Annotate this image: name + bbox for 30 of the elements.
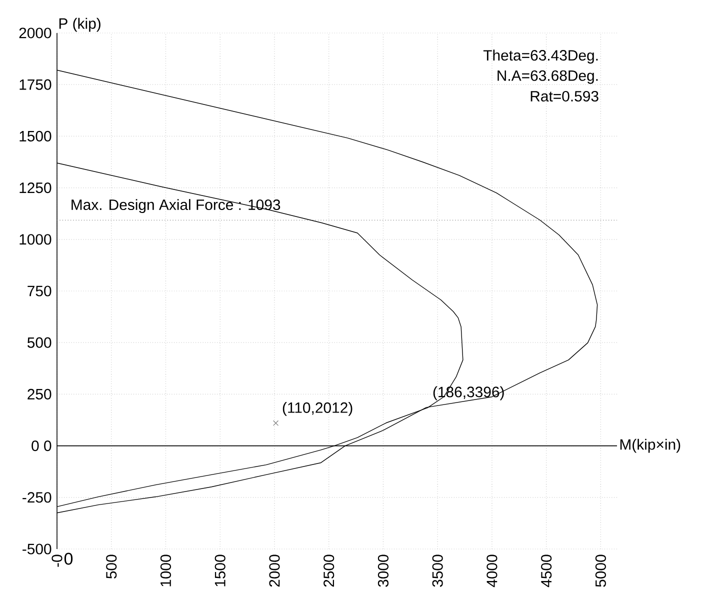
x-tick-label: 5000 (595, 554, 606, 587)
x-tick-label: 2000 (269, 554, 280, 587)
text: 0 (64, 552, 73, 565)
y-tick-label: 500 (27, 337, 52, 348)
x-tick-label: 500 (106, 554, 117, 579)
ref-line-label: Max. Design Axial Force : 1093 (72, 199, 280, 214)
y-tick-label: -250 (22, 492, 52, 503)
x-axis-title: M(kip×in) (620, 438, 680, 453)
y-tick-label: 0 0 (32, 440, 52, 452)
x-tick-label: 3000 (378, 554, 389, 587)
y-tick-label: 750 (28, 286, 52, 296)
y-tick-label: 2000 (19, 28, 52, 38)
y-axis-title: P (kip) (59, 18, 100, 32)
y-tick-label: -500 (22, 544, 52, 554)
y-tick-label: 1250 (20, 182, 52, 194)
x-tick-label: 4000 (486, 554, 498, 588)
x-tick-label: 4500 (541, 554, 552, 588)
x-tick-label: 3500 (432, 554, 443, 587)
y-tick-label: 1750 (20, 79, 52, 90)
annotation: Theta=63.43Deg. (483, 50, 598, 64)
x-tick-label: 1000 (160, 554, 172, 586)
annotation: Rat=0.593 (530, 90, 598, 102)
annotation: (110,2012) (282, 402, 352, 416)
y-tick-label: 1500 (20, 130, 52, 142)
annotation: N.A=63.68Deg. (498, 70, 598, 84)
y-tick-label: 250 (28, 388, 52, 400)
x-tick-label: 2500 (324, 554, 334, 587)
y-tick-label: 1000 (20, 234, 52, 245)
x-tick-label: 1500 (214, 554, 226, 586)
x-tick-label: -0 (52, 554, 62, 567)
